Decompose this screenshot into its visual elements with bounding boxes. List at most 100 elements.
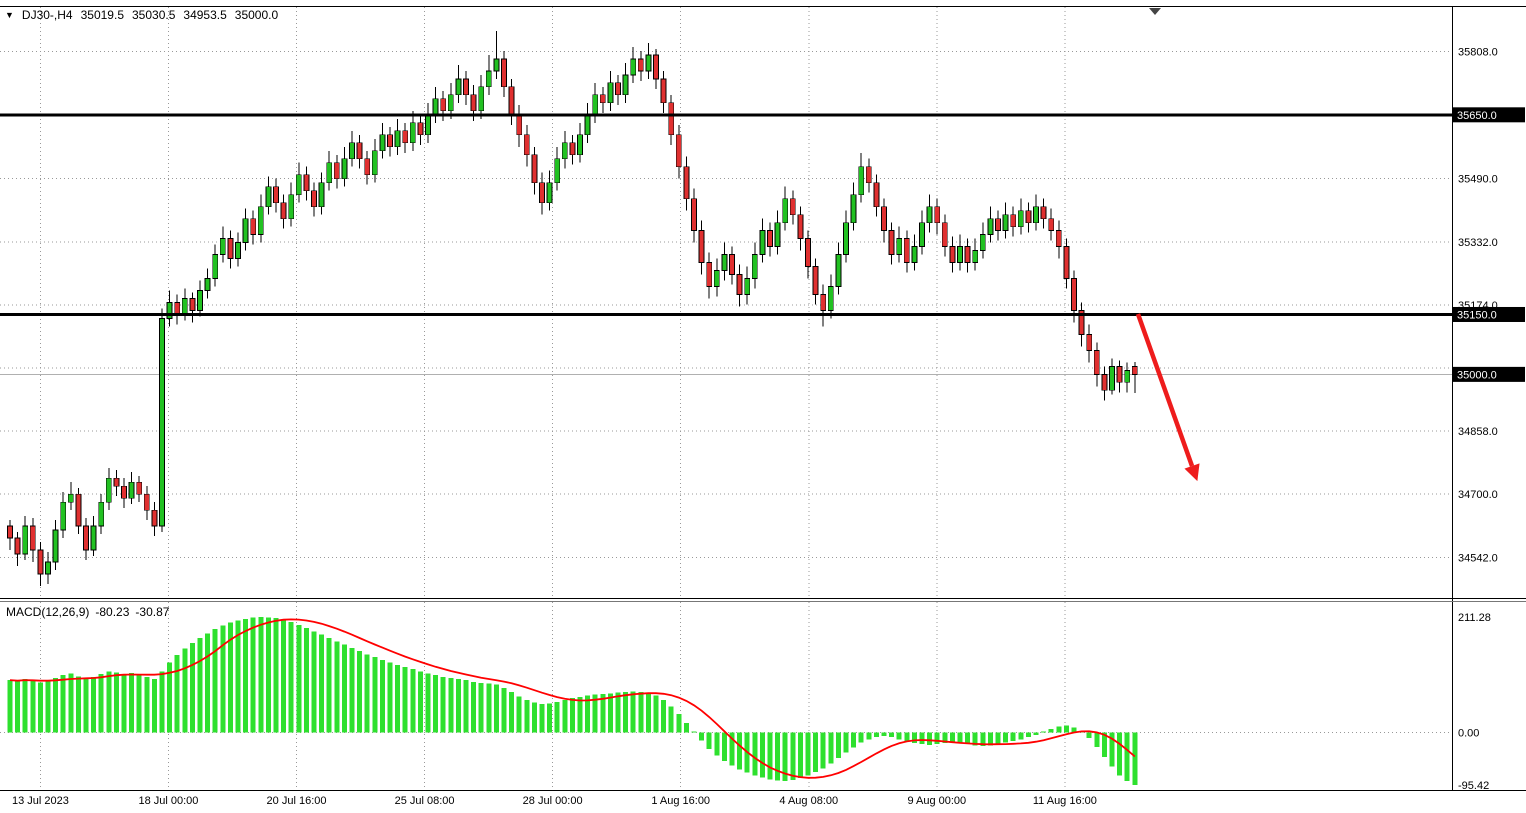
candle-bear [934,206,941,224]
price-axis[interactable]: 35808.035490.035332.035174.034858.034700… [1453,47,1525,792]
macd-signal-line [9,618,1136,779]
symbol-timeframe-label: DJ30-,H4 [21,8,73,22]
candle-bear [949,246,956,263]
macd-histogram-bar [691,731,697,733]
time-axis-label: 28 Jul 00:00 [523,795,583,807]
symbol-dropdown-icon[interactable]: ▼ [5,10,14,20]
macd-histogram-bar [189,642,195,733]
candle-bull [318,182,325,208]
candle-bull [447,94,454,112]
macd-histogram-bar [410,669,416,733]
time-axis[interactable]: 13 Jul 2023 18 Jul 00:00 20 Jul 16:00 25 Ju… [12,795,1097,807]
frame [0,6,1526,791]
macd-histogram-bar [129,673,135,733]
macd-histogram-bar [83,678,89,733]
macd-histogram-bar [357,651,363,733]
macd-histogram-bar [372,657,378,733]
candle-bull [181,298,188,315]
candle-bull [219,238,226,255]
candle-bull [554,158,561,184]
macd-histogram-bar [486,683,492,733]
candle-bear [303,174,310,192]
macd-histogram-bar [539,704,545,733]
macd-histogram-bar [121,674,127,733]
candle-bear [675,134,682,168]
macd-histogram-bar [1041,731,1047,733]
macd-histogram-bar [797,732,803,779]
candle-bear [311,190,317,208]
macd-histogram-bar [1094,732,1100,747]
candle-bear [516,114,523,136]
macd-histogram-bar [159,671,165,733]
macd-histogram-bar [714,732,720,756]
candle-bear [1116,366,1123,383]
macd-histogram-bar [395,664,401,733]
candle-bear [501,58,507,88]
macd-histogram-bar [273,618,279,733]
candle-bear [881,206,887,231]
macd-histogram-bar [866,732,872,740]
macd-histogram-bar [212,629,218,733]
candle-bull [128,481,135,499]
macd-histogram-bar [699,732,705,741]
macd-histogram-bar [759,732,765,778]
candle-bull [425,114,431,136]
candle-bear [1048,218,1055,231]
macd-histogram-bar [600,693,606,733]
macd-histogram-bar [835,732,841,758]
macd-histogram-bar [478,682,484,733]
candle-bear [1131,366,1138,375]
candle-bear [599,94,606,104]
macd-histogram-bar [68,673,74,733]
current-price-tag-label: 35000.0 [1457,369,1497,381]
macd-histogram-bar [22,679,28,733]
candle-bull [326,162,333,184]
candle-bear [29,525,36,551]
candle-bear [273,186,279,204]
macd-histogram-bar [296,624,302,733]
candle-bull [979,234,986,251]
macd-histogram-bar [258,617,264,733]
macd-histogram-bar [858,732,864,743]
macd-histogram-bar [653,695,659,733]
candle-bear [888,230,895,255]
candle-bull [432,98,439,116]
macd-histogram-bar [927,732,933,745]
trend-arrow-annotation[interactable] [1135,313,1200,482]
macd-histogram-bar [531,702,537,733]
candle-bull [774,222,781,247]
macd-histogram-bar [379,659,385,733]
trend-arrow-head[interactable] [1184,463,1200,482]
time-axis-label: 13 Jul 2023 [12,795,69,807]
quote-low: 34953.5 [183,8,227,22]
candle-bear [789,198,796,216]
candle-bear [615,82,621,96]
candle-bull [409,122,416,144]
macd-histogram-bar [493,684,499,733]
candle-bull [607,82,614,104]
candle-bull [896,238,903,255]
candle-bull [204,278,211,291]
quote-high: 35030.5 [132,8,176,22]
macd-histogram-bar [775,732,781,781]
macd-pane [7,617,1138,785]
candle-bear [873,182,880,208]
macd-histogram-bar [509,692,515,733]
candle-bull [1017,210,1024,228]
candle-bear [865,166,872,184]
trend-arrow-shaft[interactable] [1135,313,1195,467]
price-tick-label: 34700.0 [1458,489,1498,501]
candle-bull [584,114,591,136]
macd-histogram-bar [37,682,43,733]
candle-bull [782,198,789,224]
candle-bull [257,206,264,235]
candle-bull [957,246,963,263]
candle-bear [820,294,827,311]
macd-histogram-bar [767,732,773,780]
macd-histogram-bar [7,680,13,733]
candle-bear [736,274,743,295]
candle-bear [1040,206,1047,220]
macd-histogram-bar [623,692,629,733]
